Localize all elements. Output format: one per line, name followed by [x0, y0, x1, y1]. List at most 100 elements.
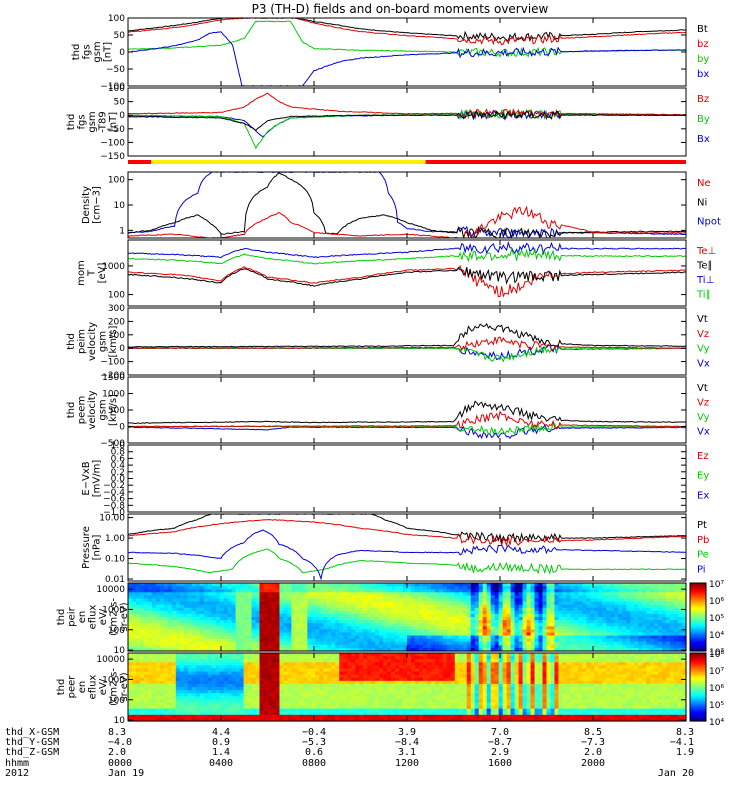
y-tick-label: 10000 [96, 585, 125, 595]
y-tick-label: 50 [114, 31, 126, 41]
legend-ni: Ni [697, 197, 707, 208]
legend-vz: Vz [697, 329, 709, 340]
legend-ti: Ti∥ [696, 290, 711, 301]
y-axis-label: Density[cm−3] [81, 186, 103, 224]
legend-ex: Ex [697, 490, 709, 501]
series-vt-line [128, 324, 686, 347]
series-by-line [128, 21, 686, 57]
y-axis-label-line: fgs [77, 114, 88, 129]
y-tick-label: 1 [119, 226, 125, 236]
y-tick-label: 100 [108, 176, 125, 186]
y-tick-label: −100 [100, 358, 125, 368]
y-axis-label-line: sr-eV) [119, 602, 130, 631]
y-axis-label-line: [eV] [97, 263, 108, 284]
y-axis-label: thdfgsgsm[nT] [71, 41, 114, 62]
y-axis-label-line: [km/s] [108, 394, 119, 426]
y-axis-label-line: gsm [92, 41, 103, 62]
y-axis-label: thdpeirenefluxeV/(cm2-s-sr-eV) [56, 598, 130, 636]
y-tick-label: 100 [108, 291, 125, 301]
y-tick-label: 50 [114, 98, 126, 108]
y-tick-label: 1500 [102, 373, 125, 383]
panel-frame [128, 514, 686, 581]
y-axis-label-line: velocity [87, 390, 98, 429]
y-tick-label: −50 [106, 65, 125, 75]
panel-series [128, 93, 686, 148]
plot-title: P3 (TH-D) fields and on-board moments ov… [252, 2, 549, 16]
colorbar-tick-label: 10⁴ [709, 631, 724, 641]
y-tick-label: 300 [108, 304, 125, 314]
panel-9: 10⁷10⁶10⁵10⁴10³10000100010010thdpeirenef… [56, 580, 724, 658]
y-axis-label-line: -T89 [98, 111, 109, 133]
series-bz-line [128, 93, 686, 117]
y-axis-label-line: mom [76, 260, 87, 286]
panel-series [128, 172, 686, 241]
y-axis-label-line: E−VxB [81, 461, 92, 495]
y-tick-label: 0 [119, 344, 125, 354]
panel-10: 10⁸10⁷10⁶10⁵10⁴10000100010010thdpeerenef… [56, 650, 724, 728]
y-tick-label: 100 [108, 84, 125, 94]
y-axis-label-line: Density [81, 186, 92, 224]
panel-frame [128, 445, 686, 512]
y-axis-label-line: [mV/m] [92, 460, 103, 498]
legend-pe: Pe [697, 550, 709, 561]
legend-vy: Vy [697, 344, 710, 355]
legend-te: Te⊥ [696, 246, 716, 257]
legend-vt: Vt [697, 383, 708, 394]
legend-ne: Ne [697, 178, 711, 189]
y-tick-label: −150 [100, 152, 125, 162]
legend-ey: Ey [697, 471, 709, 482]
y-axis-label-line: [nT] [108, 112, 119, 132]
legend-bz: Bz [697, 94, 709, 105]
panel-frame [128, 18, 686, 86]
y-axis-label-line: thd [71, 44, 82, 61]
panel-frame [128, 308, 686, 375]
y-axis-label-line: [km/s] [108, 325, 119, 357]
legend-vt: Vt [697, 314, 708, 325]
legend-vx: Vx [697, 427, 710, 438]
y-tick-label: 0 [119, 48, 125, 58]
y-tick-label: 1.00 [105, 534, 125, 544]
y-tick-label: 0.10 [105, 555, 125, 565]
y-axis-label-line: [nT] [103, 42, 114, 62]
legend-vz: Vz [697, 398, 709, 409]
legend-ez: Ez [697, 451, 709, 462]
series-pi-line [128, 530, 686, 579]
y-axis-label-line: peir [67, 606, 78, 626]
y-axis-label-line: peem [77, 396, 88, 424]
legend-bx: Bx [697, 134, 710, 145]
y-tick-label: 0.01 [105, 575, 125, 585]
panel-6: VtVzVyVx150010005000−500thdpeemvelocityg… [66, 373, 710, 449]
y-tick-label: 10 [114, 201, 126, 211]
panel-frame [128, 240, 686, 306]
series-bx-line [128, 32, 686, 87]
legend-ti: Ti⊥ [696, 275, 714, 286]
legend-pt: Pt [697, 520, 707, 531]
legend-by: By [697, 114, 710, 125]
panel-frame [128, 377, 686, 443]
legend-bx: bx [697, 69, 709, 80]
y-axis-label-line: T [87, 269, 98, 277]
panel-frame [128, 88, 686, 156]
colorbar-tick-label: 10⁵ [709, 614, 724, 624]
y-axis-label-line: thd [56, 609, 67, 626]
legend-pi: Pi [697, 564, 706, 575]
legend-bt: Bt [697, 24, 708, 35]
y-tick-label: 100 [108, 14, 125, 24]
y-tick-label: −100 [100, 138, 125, 148]
legend-vx: Vx [697, 358, 710, 369]
legend-bz: bz [697, 39, 709, 50]
series-pb-line [128, 520, 686, 546]
y-axis-label: Pressure[nPa] [81, 526, 103, 569]
y-axis-label-line: thd [66, 402, 77, 419]
panel-series [128, 514, 686, 579]
y-axis-label-line: en [77, 611, 88, 624]
y-tick-label: 0 [119, 111, 125, 121]
y-axis-label-line: gsm [98, 331, 109, 352]
y-axis-label-line: gsm [98, 399, 109, 420]
y-axis-label-line: [cm−3] [92, 186, 103, 224]
panel-series [128, 243, 686, 297]
panel-series [128, 18, 686, 87]
